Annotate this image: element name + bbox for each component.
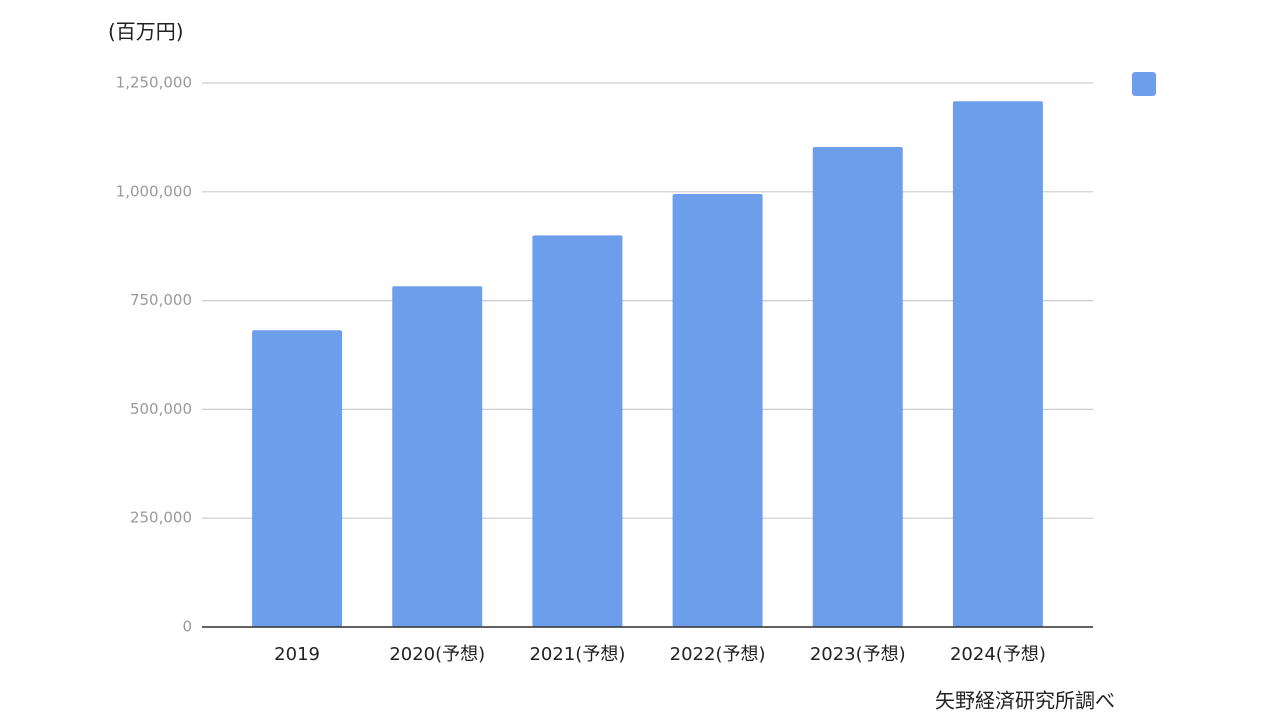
y-tick-label: 750,000 [130,291,192,309]
bar [952,101,1043,628]
x-tick-label: 2023(予想) [810,644,906,665]
legend-swatch [1132,72,1156,96]
bar [252,330,343,627]
bar [532,235,623,627]
bar [812,146,903,627]
bar [392,286,483,627]
y-axis-unit: (百万円) [108,20,184,44]
x-tick-label: 2020(予想) [389,644,485,665]
y-tick-label: 1,000,000 [116,182,192,200]
x-tick-label: 2021(予想) [529,644,625,665]
y-tick-label: 250,000 [130,509,192,527]
bar [672,193,763,627]
source-note: 矢野経済研究所調べ [935,689,1115,713]
y-tick-label: 1,250,000 [116,74,192,92]
y-tick-label: 500,000 [130,400,192,418]
x-tick-label: 2022(予想) [670,644,766,665]
x-tick-label: 2019 [274,644,320,665]
y-tick-label: 0 [182,618,192,636]
x-tick-label: 2024(予想) [950,644,1046,665]
